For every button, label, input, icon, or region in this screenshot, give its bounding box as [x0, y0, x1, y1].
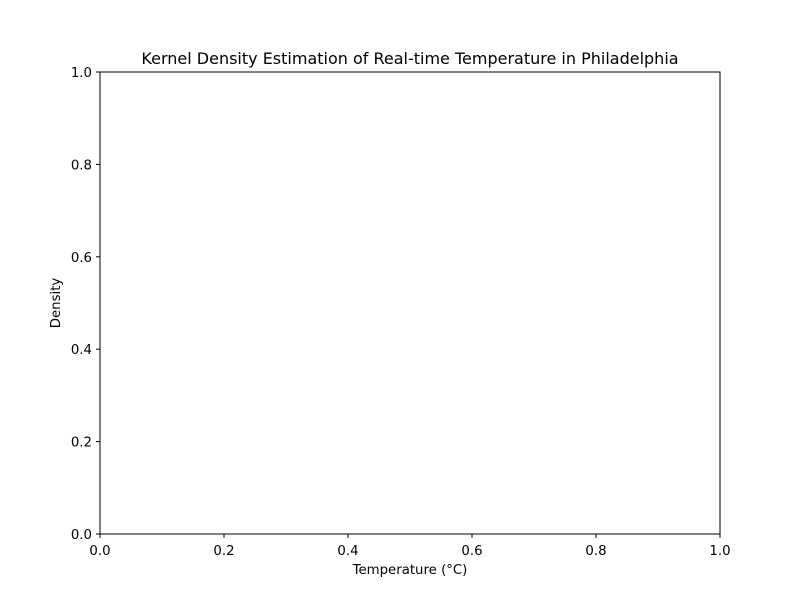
x-axis-label: Temperature (°C): [352, 563, 468, 578]
x-tick-label: 0.0: [89, 544, 110, 559]
y-tick-label: 0.2: [71, 436, 92, 451]
y-tick-label: 0.8: [71, 158, 92, 173]
x-tick-label: 0.6: [461, 544, 482, 559]
axes-frame: [99, 71, 721, 535]
x-tick-label: 0.8: [585, 544, 606, 559]
y-tick-label: 0.0: [71, 528, 92, 543]
x-tick-label: 1.0: [709, 544, 730, 559]
y-tick-label: 1.0: [71, 66, 92, 81]
x-axis: 0.0 0.2 0.4 0.6 0.8 1.0: [89, 534, 731, 559]
y-tick-label: 0.6: [71, 251, 92, 266]
y-tick-label: 0.4: [71, 343, 92, 358]
x-tick-label: 0.4: [337, 544, 358, 559]
plot-area: [100, 72, 720, 534]
y-axis: 0.0 0.2 0.4 0.6 0.8 1.0: [71, 66, 100, 543]
x-tick-label: 0.2: [213, 544, 234, 559]
chart-title: Kernel Density Estimation of Real-time T…: [141, 49, 678, 68]
y-axis-label: Density: [49, 278, 64, 329]
